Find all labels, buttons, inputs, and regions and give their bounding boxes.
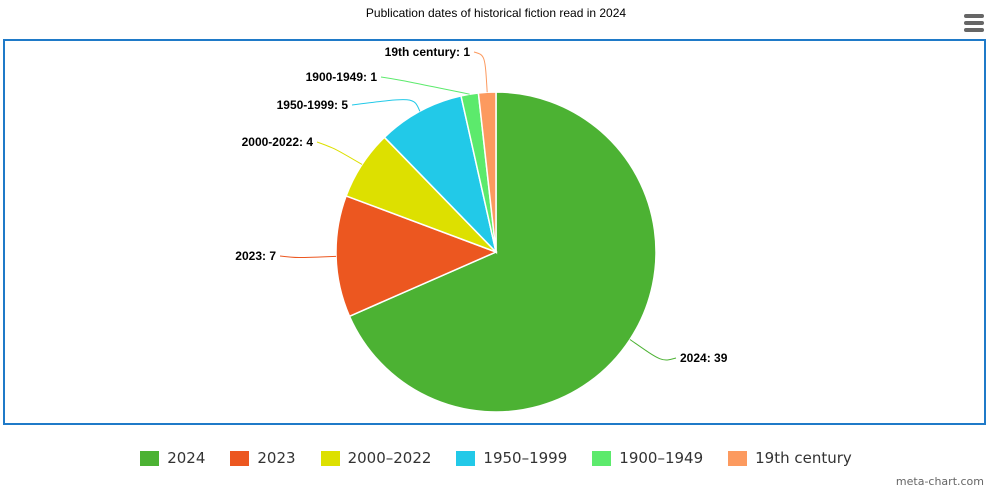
connector-2024 (629, 339, 677, 361)
connector-2023 (279, 255, 337, 259)
legend-item-1900-1949[interactable]: 1900–1949 (592, 449, 703, 467)
legend-swatch-19th-century (728, 450, 748, 466)
legend-swatch-1950-1999 (456, 450, 476, 466)
legend-swatch-2024 (140, 450, 160, 466)
legend: 2024 2023 2000–2022 1950–1999 1900–1949 … (0, 449, 992, 467)
connector-1950-1999 (351, 99, 421, 112)
legend-label-1900-1949: 1900–1949 (619, 449, 704, 467)
connector-2000-2022 (316, 141, 363, 165)
legend-item-2024[interactable]: 2024 (140, 449, 205, 467)
data-label-2024: 2024: 39 (680, 351, 728, 365)
data-label-2000-2022: 2000-2022: 4 (242, 135, 314, 149)
data-label-1950-1999: 1950-1999: 5 (277, 98, 349, 112)
data-label-1900-1949: 1900-1949: 1 (306, 70, 378, 84)
connector-1900-1949 (380, 76, 470, 95)
legend-label-2023: 2023 (257, 449, 296, 467)
legend-swatch-1900-1949 (592, 450, 612, 466)
legend-item-19th-century[interactable]: 19th century (728, 449, 852, 467)
hamburger-menu-icon[interactable] (962, 12, 986, 34)
data-label-19th-century: 19th century: 1 (385, 45, 471, 59)
data-label-2023: 2023: 7 (235, 249, 276, 263)
legend-item-2023[interactable]: 2023 (230, 449, 296, 467)
legend-swatch-2023 (230, 450, 250, 466)
pie-slice-1950-1999[interactable] (383, 94, 498, 255)
legend-label-2000-2022: 2000–2022 (347, 449, 432, 467)
legend-swatch-2000-2022 (320, 450, 340, 466)
credit-text: meta-chart.com (895, 475, 984, 488)
legend-label-19th-century: 19th century (755, 449, 852, 467)
legend-item-2000-2022[interactable]: 2000–2022 (320, 449, 432, 467)
legend-label-2024: 2024 (167, 449, 206, 467)
connector-19th-century (473, 51, 488, 93)
chart-title: Publication dates of historical fiction … (365, 6, 627, 20)
legend-item-1950-1999[interactable]: 1950–1999 (456, 449, 567, 467)
plot-area (3, 39, 986, 425)
pie-slice-2023[interactable] (335, 194, 498, 318)
legend-label-1950-1999: 1950–1999 (483, 449, 568, 467)
pie-slice-19th-century[interactable] (477, 91, 497, 253)
